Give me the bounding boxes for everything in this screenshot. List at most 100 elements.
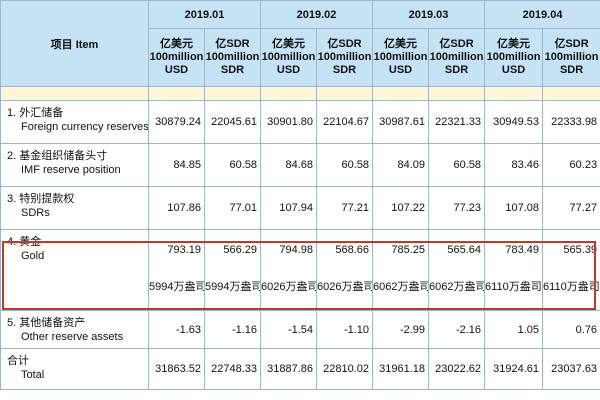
gold-ounces-value: 6110万盎司 bbox=[485, 281, 542, 293]
row-label-en: SDRs bbox=[21, 207, 50, 219]
value-cell: 22104.67 bbox=[316, 100, 374, 144]
table-row: 2. 基金组织储备头寸 IMF reserve position 84.85 60.5… bbox=[0, 143, 600, 187]
value-cell: 77.21 bbox=[316, 186, 374, 230]
value: 30949.53 bbox=[493, 116, 540, 128]
value-cell: 1.05 bbox=[484, 310, 544, 349]
value-cell: 84.85 bbox=[148, 143, 205, 187]
unit-line: 100million bbox=[261, 51, 316, 63]
unit-line: 100million bbox=[317, 51, 372, 63]
unit-line: 亿美元 bbox=[384, 38, 418, 50]
value-cell: -2.16 bbox=[428, 310, 486, 349]
value-cell: 23022.62 bbox=[428, 348, 486, 390]
value: 31961.18 bbox=[379, 363, 426, 375]
row-label-zh: 3. 特别提款权 bbox=[7, 193, 75, 205]
value-cell: 22321.33 bbox=[428, 100, 486, 144]
value-cell: 60.23 bbox=[542, 143, 600, 187]
unit-line: 100million bbox=[486, 51, 541, 63]
value: 22748.33 bbox=[211, 363, 258, 375]
unit-line: USD bbox=[164, 64, 189, 76]
row-label-en: Other reserve assets bbox=[21, 331, 124, 343]
month-header: 2019.01 bbox=[147, 0, 262, 29]
value: -1.16 bbox=[231, 323, 258, 336]
unit-line: USD bbox=[388, 64, 413, 76]
value: 107.22 bbox=[391, 202, 426, 214]
unit-line: SDR bbox=[559, 64, 584, 76]
value: 30901.80 bbox=[267, 116, 314, 128]
value-cell: -1.16 bbox=[203, 310, 262, 349]
value: 83.46 bbox=[511, 159, 540, 171]
row-label-zh: 4. 黄金 bbox=[7, 236, 42, 248]
value-cell: 565.39 6110万盎司 bbox=[542, 229, 600, 311]
row-label-zh: 2. 基金组织储备头寸 bbox=[7, 150, 108, 162]
unit-line: SDR bbox=[332, 64, 357, 76]
gold-ounces-value: 6062万盎司 bbox=[373, 281, 429, 293]
value-cell: 785.25 6062万盎司 bbox=[372, 229, 430, 311]
value-cell: 31924.61 bbox=[484, 348, 544, 390]
value: 22333.98 bbox=[551, 116, 598, 128]
value: -2.16 bbox=[455, 323, 482, 336]
unit-sdr-header: 亿SDR 100million SDR bbox=[316, 28, 374, 87]
value: 22810.02 bbox=[323, 363, 370, 375]
row-label: 4. 黄金 Gold bbox=[0, 229, 149, 311]
row-label-en: Total bbox=[21, 369, 45, 381]
row-label-zh: 5. 其他储备资产 bbox=[7, 317, 86, 329]
value: 84.85 bbox=[173, 159, 201, 171]
value-cell: 107.22 bbox=[372, 186, 430, 230]
value-cell: 31887.86 bbox=[260, 348, 318, 390]
value: 566.29 bbox=[223, 244, 258, 256]
value: 77.23 bbox=[453, 202, 482, 214]
reserves-table: 项目 Item 2019.01 2019.02 2019.03 2019.04 … bbox=[0, 0, 600, 390]
value: 785.25 bbox=[391, 244, 426, 256]
header-month-row: 项目 Item 2019.01 2019.02 2019.03 2019.04 bbox=[0, 0, 600, 87]
value: 31887.86 bbox=[267, 363, 314, 375]
value-cell: -1.63 bbox=[148, 310, 205, 349]
row-label-en: Foreign currency reserves bbox=[21, 121, 149, 133]
value: 60.58 bbox=[341, 159, 370, 171]
value-cell: 60.58 bbox=[203, 143, 262, 187]
value-cell: 30987.61 bbox=[372, 100, 430, 144]
value-cell: -2.99 bbox=[372, 310, 430, 349]
value-cell: -1.54 bbox=[260, 310, 318, 349]
value: 565.39 bbox=[563, 244, 598, 256]
value: -1.54 bbox=[287, 323, 314, 336]
table-row: 1. 外汇储备 Foreign currency reserves 30879.24… bbox=[0, 100, 600, 144]
unit-line: 100million bbox=[149, 51, 204, 63]
value-cell: 0.76 bbox=[542, 310, 600, 349]
value: 565.64 bbox=[447, 244, 482, 256]
value: 60.23 bbox=[569, 159, 598, 171]
value-cell: 22333.98 bbox=[542, 100, 600, 144]
row-label: 5. 其他储备资产 Other reserve assets bbox=[0, 310, 149, 349]
table-row: 5. 其他储备资产 Other reserve assets -1.63 -1.16 -… bbox=[0, 310, 600, 349]
value: 77.21 bbox=[341, 202, 370, 214]
value-cell: 107.86 bbox=[148, 186, 205, 230]
row-label-zh: 1. 外汇储备 bbox=[7, 107, 64, 119]
value-cell: 23037.63 bbox=[542, 348, 600, 390]
row-label: 3. 特别提款权 SDRs bbox=[0, 186, 149, 230]
value-cell: 22810.02 bbox=[316, 348, 374, 390]
value-cell: 566.29 5994万盎司 bbox=[203, 229, 262, 311]
value-cell: 22045.61 bbox=[203, 100, 262, 144]
value: 60.58 bbox=[229, 159, 258, 171]
value-cell: 794.98 6026万盎司 bbox=[260, 229, 318, 311]
value-cell: 107.08 bbox=[484, 186, 544, 230]
unit-usd-header: 亿美元 100million USD bbox=[148, 28, 205, 87]
value: 107.08 bbox=[505, 202, 540, 214]
value: 30879.24 bbox=[155, 116, 201, 128]
unit-line: 亿SDR bbox=[439, 38, 474, 50]
value: 22045.61 bbox=[211, 116, 258, 128]
unit-line: 100million bbox=[205, 51, 260, 63]
row-label-en: IMF reserve position bbox=[21, 164, 121, 176]
unit-line: SDR bbox=[444, 64, 469, 76]
value: 107.86 bbox=[167, 202, 201, 214]
value-cell: 107.94 bbox=[260, 186, 318, 230]
value: 107.94 bbox=[279, 202, 314, 214]
table-row: 4. 黄金 Gold 793.19 5994万盎司 566.29 5994万盎司 794.9… bbox=[0, 229, 600, 311]
value-cell: 77.23 bbox=[428, 186, 486, 230]
value-cell: 793.19 5994万盎司 bbox=[148, 229, 205, 311]
unit-line: USD bbox=[276, 64, 301, 76]
value-cell: 30901.80 bbox=[260, 100, 318, 144]
value: 84.09 bbox=[397, 159, 426, 171]
value: 793.19 bbox=[167, 244, 201, 256]
value-cell: 77.27 bbox=[542, 186, 600, 230]
gold-ounces-value: 6026万盎司 bbox=[261, 281, 317, 293]
